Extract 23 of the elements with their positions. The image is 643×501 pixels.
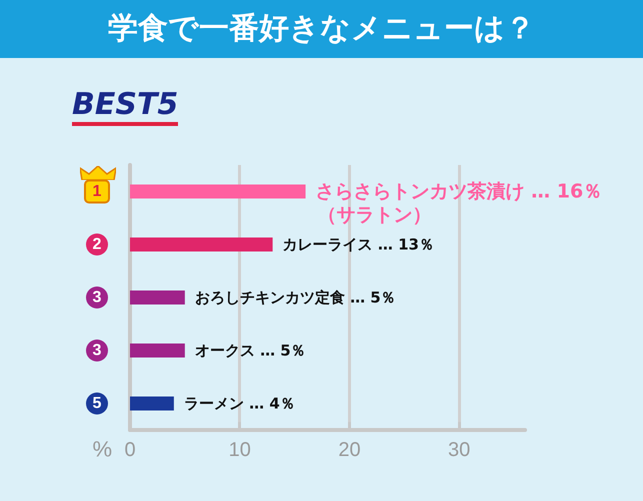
x-tick-label: 20 [338,439,361,461]
y-tick-label: 1 [92,183,102,200]
data-label: オークス … 5％ [194,342,306,360]
data-label: さらさらトンカツ茶漬け … 16％ [316,180,602,202]
data-label: カレーライス … 13％ [282,236,434,254]
x-axis-title: % [92,436,112,462]
data-label: ラーメン … 4％ [184,394,295,412]
y-tick-label: 3 [92,289,102,306]
chart-title: 学食で一番好きなメニューは？ [0,0,643,58]
bar [130,344,185,358]
x-tick-label: 10 [228,439,251,461]
chart-subtitle: BEST5 [72,87,178,126]
bar [130,396,174,410]
y-tick-label: 2 [92,236,102,253]
y-tick-label: 3 [92,342,102,359]
annotation: （サラトン） [318,204,432,226]
bar [130,184,306,198]
x-tick-label: 0 [124,439,136,461]
y-tick-label: 5 [92,395,102,412]
x-tick-label: 30 [448,439,470,461]
data-label: おろしチキンカツ定食 … 5％ [194,288,396,306]
bar [130,238,273,252]
bar [130,290,185,304]
